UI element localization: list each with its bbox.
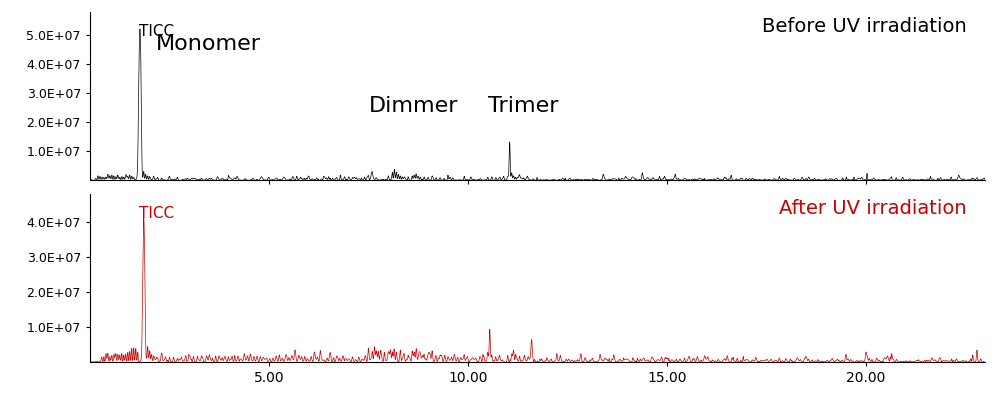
Text: Before UV irradiation: Before UV irradiation [762, 17, 967, 36]
Text: TICC: TICC [139, 206, 174, 220]
Text: Dimmer: Dimmer [368, 96, 458, 116]
Text: TICC: TICC [139, 24, 174, 39]
Text: After UV irradiation: After UV irradiation [779, 199, 967, 218]
Text: Trimer: Trimer [488, 96, 558, 116]
Text: Monomer: Monomer [156, 34, 261, 54]
